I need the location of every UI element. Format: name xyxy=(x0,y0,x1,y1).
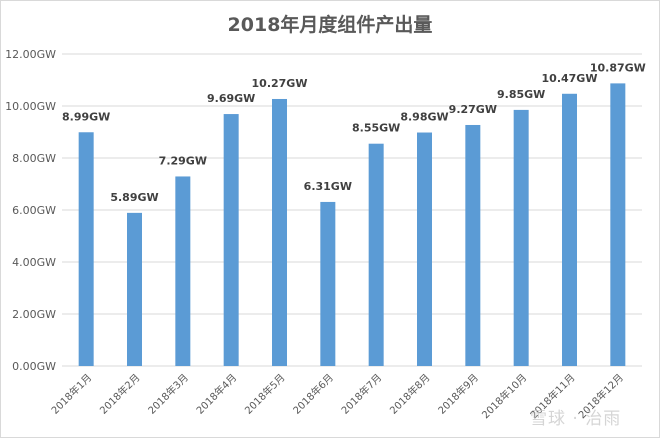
y-tick-label: 4.00GW xyxy=(12,256,56,269)
bar xyxy=(78,132,94,366)
x-tick-label: 2018年3月 xyxy=(145,371,191,417)
x-tick-label: 2018年10月 xyxy=(479,371,529,421)
bar xyxy=(610,83,626,366)
x-tick-label: 2018年9月 xyxy=(435,371,481,417)
y-axis-ticks: 0.00GW 2.00GW 4.00GW 6.00GW 8.00GW 10.00GW 12.… xyxy=(5,48,56,373)
data-label: 9.85GW xyxy=(497,88,545,101)
gridlines xyxy=(62,53,642,367)
data-label: 5.89GW xyxy=(110,191,158,204)
data-label: 8.99GW xyxy=(62,110,110,123)
x-tick-label: 2018年6月 xyxy=(290,371,336,417)
bar xyxy=(175,176,191,366)
bar xyxy=(272,98,287,366)
data-label: 9.27GW xyxy=(449,103,497,116)
bar xyxy=(127,212,142,366)
y-tick-label: 8.00GW xyxy=(12,152,56,165)
data-label: 6.31GW xyxy=(304,180,352,193)
bar xyxy=(562,93,577,366)
bar xyxy=(223,114,239,366)
data-labels: 8.99GW 5.89GW 7.29GW 9.69GW 10.27GW 6.31GW 8.5… xyxy=(62,61,646,203)
data-label: 10.27GW xyxy=(252,77,308,90)
x-tick-label: 2018年4月 xyxy=(193,371,239,417)
x-tick-label: 2018年7月 xyxy=(338,371,384,417)
x-tick-label: 2018年5月 xyxy=(242,371,288,417)
x-tick-label: 2018年2月 xyxy=(97,371,143,417)
y-tick-label: 2.00GW xyxy=(12,308,56,321)
bar xyxy=(368,143,384,366)
bar xyxy=(417,132,432,366)
bar xyxy=(513,109,529,367)
watermark: 雪球 · 治雨 xyxy=(530,409,622,429)
data-label: 9.69GW xyxy=(207,92,255,105)
chart-title: 2018年月度组件产出量 xyxy=(227,14,433,36)
bar xyxy=(465,124,481,366)
y-tick-label: 6.00GW xyxy=(12,204,56,217)
x-tick-label: 2018年8月 xyxy=(387,371,433,417)
y-tick-label: 10.00GW xyxy=(5,100,56,113)
data-label: 8.98GW xyxy=(400,111,448,124)
data-label: 10.47GW xyxy=(542,72,598,85)
data-label: 8.55GW xyxy=(352,122,400,135)
data-label: 10.87GW xyxy=(590,61,646,74)
x-tick-label: 2018年1月 xyxy=(48,371,94,417)
bars xyxy=(78,83,626,367)
bar xyxy=(320,201,336,366)
data-label: 7.29GW xyxy=(159,154,207,167)
y-tick-label: 12.00GW xyxy=(5,48,56,61)
y-tick-label: 0.00GW xyxy=(12,360,56,373)
